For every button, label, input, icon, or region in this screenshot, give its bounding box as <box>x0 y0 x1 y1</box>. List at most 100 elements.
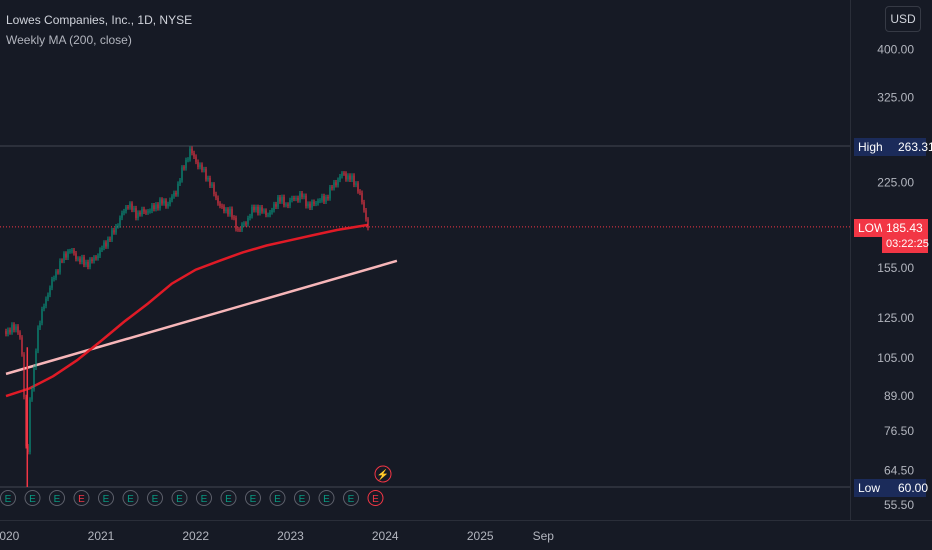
earnings-marker[interactable] <box>49 490 65 506</box>
candle-body <box>287 204 289 206</box>
earnings-letter: E <box>201 494 208 505</box>
candle-body <box>73 250 75 254</box>
candle-body <box>321 196 323 201</box>
candle-body <box>25 397 27 447</box>
candle-body <box>153 205 155 210</box>
candle-body <box>227 209 229 215</box>
y-tick-label: 105.00 <box>877 351 914 365</box>
candle-body <box>159 199 161 209</box>
earnings-marker[interactable] <box>171 490 188 506</box>
candle-body <box>365 210 367 220</box>
trend-line <box>5 259 398 376</box>
candle-body <box>239 229 241 231</box>
candle-body <box>149 210 151 212</box>
candle-body <box>121 212 123 218</box>
candle-body <box>315 203 317 205</box>
y-tick-label: 325.00 <box>877 90 914 104</box>
earnings-marker[interactable] <box>122 490 139 506</box>
candle-body <box>85 261 87 265</box>
candle-body <box>191 148 193 154</box>
candle-body <box>165 200 167 207</box>
candle-body <box>97 255 99 259</box>
candle-body <box>171 196 173 200</box>
candle-body <box>113 230 115 233</box>
candle-body <box>37 327 39 351</box>
indicator-label[interactable]: Weekly MA (200, close) <box>6 33 132 47</box>
candle-body <box>173 192 175 197</box>
candle-body <box>69 251 71 252</box>
x-tick-label: 2025 <box>467 529 494 543</box>
candle-body <box>29 399 31 453</box>
candle-body <box>7 329 9 335</box>
candle-body <box>347 175 349 180</box>
price-candles <box>5 146 369 455</box>
earnings-marker[interactable] <box>245 490 261 506</box>
currency-button[interactable]: USD <box>885 6 921 32</box>
earnings-letter: E <box>372 494 379 505</box>
candle-body <box>353 175 355 185</box>
candle-body <box>361 192 363 203</box>
candle-body <box>59 260 61 273</box>
candle-body <box>75 253 77 260</box>
candle-body <box>17 326 19 333</box>
candle-body <box>135 208 137 219</box>
candle-body <box>133 208 135 210</box>
candle-body <box>5 331 7 335</box>
candle-body <box>9 329 11 333</box>
candle-body <box>289 200 291 206</box>
y-tick-label: 55.50 <box>884 498 914 512</box>
candle-body <box>83 257 85 265</box>
candle-body <box>349 175 351 180</box>
candle-body <box>325 197 327 202</box>
earnings-marker[interactable] <box>0 490 16 506</box>
earnings-letter: E <box>348 494 355 505</box>
candle-body <box>241 224 243 230</box>
candle-body <box>53 277 55 280</box>
candle-body <box>89 259 91 267</box>
candle-body <box>233 217 235 219</box>
candle-body <box>151 205 153 211</box>
candle-body <box>189 148 191 160</box>
candle-body <box>163 200 165 204</box>
earnings-marker[interactable] <box>318 490 335 506</box>
earnings-marker[interactable] <box>147 490 163 506</box>
candle-body <box>215 194 217 198</box>
candle-body <box>177 183 179 195</box>
candle-body <box>161 199 163 204</box>
candle-body <box>235 217 237 230</box>
candle-body <box>169 199 171 205</box>
candle-body <box>129 203 131 208</box>
candle-body <box>207 178 209 180</box>
candle-body <box>145 211 147 213</box>
symbol-title[interactable]: Lowes Companies, Inc., 1D, NYSE <box>6 13 193 27</box>
earnings-marker[interactable] <box>24 490 41 506</box>
earnings-marker[interactable] <box>343 490 359 506</box>
y-tick-label: 76.50 <box>884 424 914 438</box>
candle-body <box>15 326 17 331</box>
earnings-marker[interactable] <box>196 490 212 506</box>
earnings-letter: E <box>78 494 85 505</box>
earnings-marker[interactable] <box>294 490 310 506</box>
candle-body <box>351 175 353 180</box>
earnings-marker[interactable] <box>220 490 237 506</box>
y-tick-label: 89.00 <box>884 389 914 403</box>
candle-body <box>139 212 141 215</box>
dividend-marker[interactable] <box>374 465 392 483</box>
earnings-marker[interactable] <box>269 490 286 506</box>
earnings-letter: E <box>225 494 232 505</box>
candle-body <box>117 225 119 227</box>
candle-body <box>209 178 211 186</box>
candle-body <box>359 191 361 193</box>
candle-body <box>281 196 283 202</box>
earnings-letter: E <box>127 494 134 505</box>
candle-body <box>137 212 139 219</box>
earnings-marker[interactable] <box>73 490 90 506</box>
candle-body <box>11 324 13 333</box>
earnings-marker[interactable] <box>98 490 114 506</box>
candle-body <box>247 218 249 225</box>
candle-body <box>125 207 127 212</box>
earnings-marker[interactable] <box>367 490 384 506</box>
candle-body <box>275 204 277 207</box>
